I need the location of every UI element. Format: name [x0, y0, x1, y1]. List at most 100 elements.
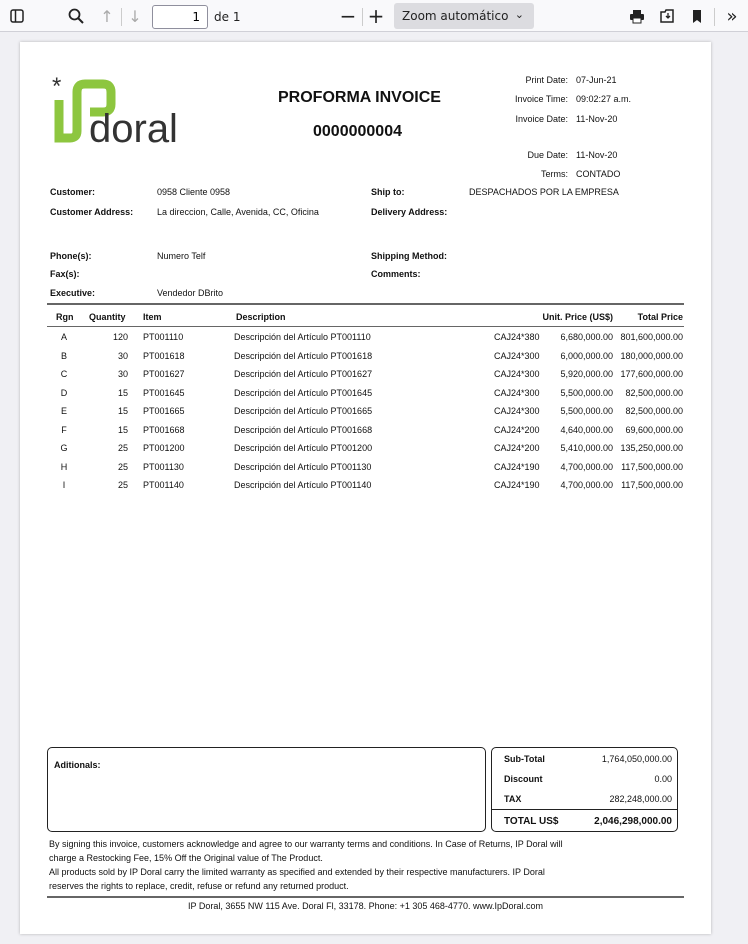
meta-label: Due Date: — [527, 150, 568, 160]
page-count: de 1 — [214, 10, 241, 24]
cell-rgn: I — [62, 480, 66, 490]
cell-total-price: 82,500,000.00 — [625, 406, 683, 416]
cell-unit-price: 5,410,000.00 — [560, 443, 613, 453]
column-header: Description — [236, 312, 286, 322]
cell-item: PT001645 — [143, 387, 185, 398]
shipping-field-label: Comments: — [371, 269, 421, 279]
cell-unit: CAJ24*300 — [494, 387, 540, 398]
cell-unit-price: 5,500,000.00 — [560, 387, 613, 398]
cell-unit-price: 4,700,000.00 — [560, 461, 613, 472]
totals-value: 282,248,000.00 — [609, 794, 672, 804]
cell-quantity: 30 — [117, 369, 128, 379]
meta-label: Terms: — [541, 169, 568, 179]
meta-value: 11-Nov-20 — [576, 114, 618, 124]
cell-rgn: C — [60, 369, 68, 379]
cell-rgn: E — [60, 406, 67, 416]
shipping-field-label: Shipping Method: — [371, 251, 447, 261]
invoice-page: * doral PROFORMA INVOICE 0000000004 Prin… — [20, 42, 711, 934]
totals-value: 0.00 — [654, 774, 672, 784]
total-value: 2,046,298,000.00 — [594, 816, 672, 827]
cell-description: Descripción del Artículo PT001200 — [234, 443, 373, 453]
meta-value: 07-Jun-21 — [576, 75, 617, 85]
scrollbar[interactable] — [734, 33, 748, 944]
zoom-value: Zoom automático — [402, 9, 509, 23]
page-number-input[interactable]: 1 — [152, 5, 208, 29]
cell-quantity: 25 — [117, 461, 128, 472]
cell-total-price: 117,500,000.00 — [621, 461, 683, 472]
sidebar-toggle-icon[interactable] — [6, 5, 28, 27]
more-tools-icon[interactable]: » — [726, 5, 738, 27]
cell-quantity: 25 — [117, 480, 128, 490]
cell-total-price: 117,500,000.00 — [621, 480, 683, 490]
cell-item: PT001627 — [143, 369, 185, 379]
cell-quantity: 25 — [117, 443, 128, 453]
total-label: TOTAL US$ — [504, 816, 559, 827]
shipping-field-label: Delivery Address: — [371, 207, 448, 217]
meta-value: CONTADO — [576, 169, 621, 179]
footer-address: IP Doral, 3655 NW 115 Ave. Doral Fl, 331… — [188, 901, 543, 911]
meta-value: 09:02:27 a.m. — [576, 94, 632, 104]
arrow-up-icon[interactable]: ↑ — [100, 6, 114, 26]
cell-unit-price: 6,000,000.00 — [560, 350, 613, 361]
column-header: Unit. Price (US$) — [542, 312, 613, 322]
cell-unit: CAJ24*200 — [494, 443, 540, 453]
cell-description: Descripción del Artículo PT001645 — [234, 387, 373, 398]
bookmark-icon[interactable] — [686, 5, 708, 27]
totals-label: Discount — [504, 774, 543, 784]
minus-icon[interactable]: − — [339, 4, 357, 28]
print-icon[interactable] — [626, 5, 648, 27]
cell-quantity: 30 — [117, 350, 128, 361]
cell-total-price: 180,000,000.00 — [620, 350, 683, 361]
cell-unit: CAJ24*300 — [494, 350, 540, 361]
cell-item: PT001618 — [143, 350, 185, 361]
totals-value: 1,764,050,000.00 — [601, 754, 672, 764]
cell-description: Descripción del Artículo PT001665 — [234, 406, 373, 416]
cell-item: PT001665 — [143, 406, 185, 416]
pdf-toolbar: ↑ ↓ 1 de 1 − + Zoom automático ⌄ » — [0, 0, 748, 32]
search-icon[interactable] — [65, 5, 87, 27]
cell-unit-price: 4,640,000.00 — [560, 424, 613, 435]
cell-unit-price: 5,920,000.00 — [560, 369, 613, 379]
plus-icon[interactable]: + — [367, 4, 385, 28]
meta-label: Print Date: — [525, 75, 568, 85]
invoice-number: 0000000004 — [313, 123, 402, 140]
cell-item: PT001200 — [143, 443, 185, 453]
cell-unit: CAJ24*190 — [494, 480, 540, 490]
cell-total-price: 82,500,000.00 — [625, 387, 683, 398]
totals-label: Sub-Total — [504, 754, 545, 764]
customer-field-value: Numero Telf — [157, 251, 206, 261]
cell-unit: CAJ24*190 — [494, 461, 540, 472]
cell-rgn: F — [61, 424, 67, 435]
ip-doral-logo: * doral — [50, 72, 184, 151]
cell-unit-price: 6,680,000.00 — [560, 332, 613, 342]
column-header: Quantity — [89, 312, 126, 322]
cell-unit: CAJ24*300 — [494, 406, 540, 416]
cell-unit: CAJ24*380 — [494, 332, 540, 342]
totals-label: TAX — [504, 794, 522, 804]
save-icon[interactable] — [656, 5, 678, 27]
cell-item: PT001668 — [143, 424, 185, 435]
cell-quantity: 15 — [117, 424, 128, 435]
cell-total-price: 69,600,000.00 — [625, 424, 683, 435]
arrow-down-icon[interactable]: ↓ — [128, 6, 142, 26]
terms-text: charge a Restocking Fee, 15% Off the Ori… — [49, 853, 323, 863]
cell-description: Descripción del Artículo PT001618 — [234, 350, 373, 361]
customer-field-label: Fax(s): — [50, 269, 80, 279]
customer-field-value: La direccion, Calle, Avenida, CC, Oficin… — [157, 207, 319, 217]
terms-text: All products sold by IP Doral carry the … — [49, 867, 545, 877]
customer-field-label: Customer: — [50, 187, 96, 197]
cell-rgn: G — [60, 443, 68, 453]
cell-unit-price: 5,500,000.00 — [560, 406, 613, 416]
zoom-select[interactable]: Zoom automático ⌄ — [394, 3, 534, 29]
chevron-down-icon: ⌄ — [514, 8, 524, 21]
cell-total-price: 801,600,000.00 — [620, 332, 683, 342]
cell-description: Descripción del Artículo PT001110 — [234, 332, 371, 342]
column-header: Total Price — [637, 312, 683, 322]
customer-field-value: 0958 Cliente 0958 — [157, 187, 231, 197]
cell-quantity: 120 — [112, 332, 128, 342]
customer-field-value: Vendedor DBrito — [157, 288, 224, 298]
cell-item: PT001140 — [143, 480, 184, 490]
cell-rgn: H — [60, 461, 68, 472]
cell-quantity: 15 — [117, 406, 128, 416]
meta-label: Invoice Time: — [514, 94, 568, 104]
